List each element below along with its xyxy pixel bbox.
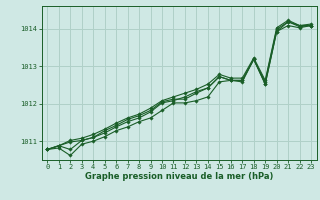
X-axis label: Graphe pression niveau de la mer (hPa): Graphe pression niveau de la mer (hPa) [85,172,273,181]
